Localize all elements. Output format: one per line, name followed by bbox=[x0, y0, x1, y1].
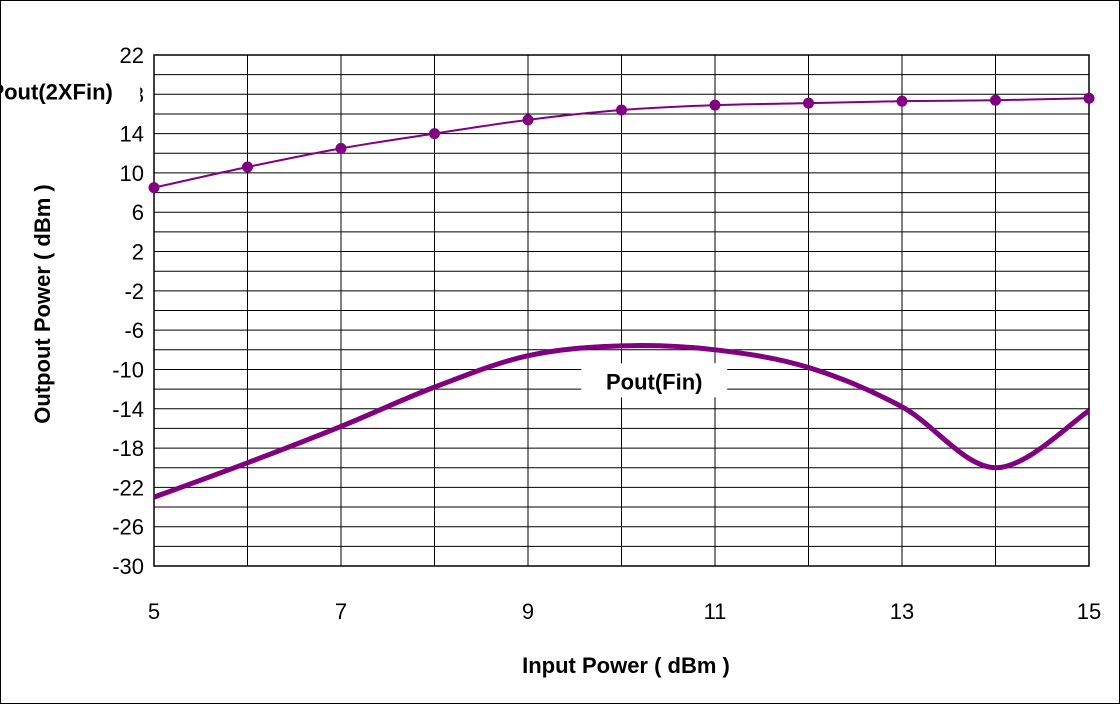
data-point-pout-2xfin bbox=[522, 114, 534, 126]
series bbox=[148, 92, 1095, 500]
y-tick-label: -22 bbox=[112, 475, 144, 500]
data-point-pout-2xfin bbox=[709, 99, 721, 111]
data-point-pout-2xfin bbox=[335, 142, 347, 154]
y-tick-label: -2 bbox=[124, 279, 144, 304]
data-point-pout-2xfin bbox=[803, 97, 814, 109]
x-axis-title: Input Power ( dBm ) bbox=[522, 653, 730, 678]
data-point-pout-2xfin bbox=[616, 104, 627, 116]
y-tick-label: -30 bbox=[112, 554, 144, 579]
y-tick-label: -6 bbox=[124, 318, 144, 343]
y-axis-title: Outpout Power ( dBm ) bbox=[30, 184, 55, 424]
series-labels: Pout(2XFin) Pout(Fin) bbox=[1, 73, 728, 398]
y-tick-label: 2 bbox=[132, 240, 144, 265]
grid bbox=[153, 54, 1090, 567]
y-tick-label: -10 bbox=[112, 357, 144, 382]
series-label-pout-2xfin: Pout(2XFin) bbox=[1, 79, 113, 104]
data-point-pout-2xfin bbox=[242, 161, 253, 173]
x-tick-label: 7 bbox=[335, 599, 347, 624]
y-tick-label: 6 bbox=[132, 200, 144, 225]
y-tick-label: -14 bbox=[112, 397, 144, 422]
series-label-bg-pout-fin bbox=[581, 363, 728, 398]
x-tick-label: 11 bbox=[704, 599, 727, 624]
y-tick-label: 10 bbox=[120, 161, 144, 186]
x-tick-label: 9 bbox=[522, 599, 534, 624]
plot-area-border bbox=[153, 54, 1090, 567]
tick-labels: 5791113152218141062-2-6-10-14-18-22-26-3… bbox=[112, 43, 1101, 624]
series-label-bg-pout-2xfin bbox=[1, 73, 141, 108]
data-point-pout-2xfin bbox=[148, 182, 160, 194]
x-tick-label: 15 bbox=[1077, 599, 1101, 624]
y-tick-label: -18 bbox=[112, 436, 144, 461]
data-point-pout-2xfin bbox=[990, 94, 1001, 106]
y-tick-label: -26 bbox=[112, 515, 144, 540]
series-label-pout-fin: Pout(Fin) bbox=[606, 369, 703, 394]
y-tick-label: 22 bbox=[120, 43, 144, 68]
x-tick-label: 13 bbox=[890, 599, 914, 624]
series-line-pout-fin bbox=[153, 343, 1091, 500]
x-tick-label: 5 bbox=[148, 599, 160, 624]
y-tick-label: 14 bbox=[120, 122, 144, 147]
data-point-pout-2xfin bbox=[429, 128, 440, 140]
data-point-pout-2xfin bbox=[1083, 92, 1095, 104]
data-point-pout-2xfin bbox=[896, 95, 908, 107]
